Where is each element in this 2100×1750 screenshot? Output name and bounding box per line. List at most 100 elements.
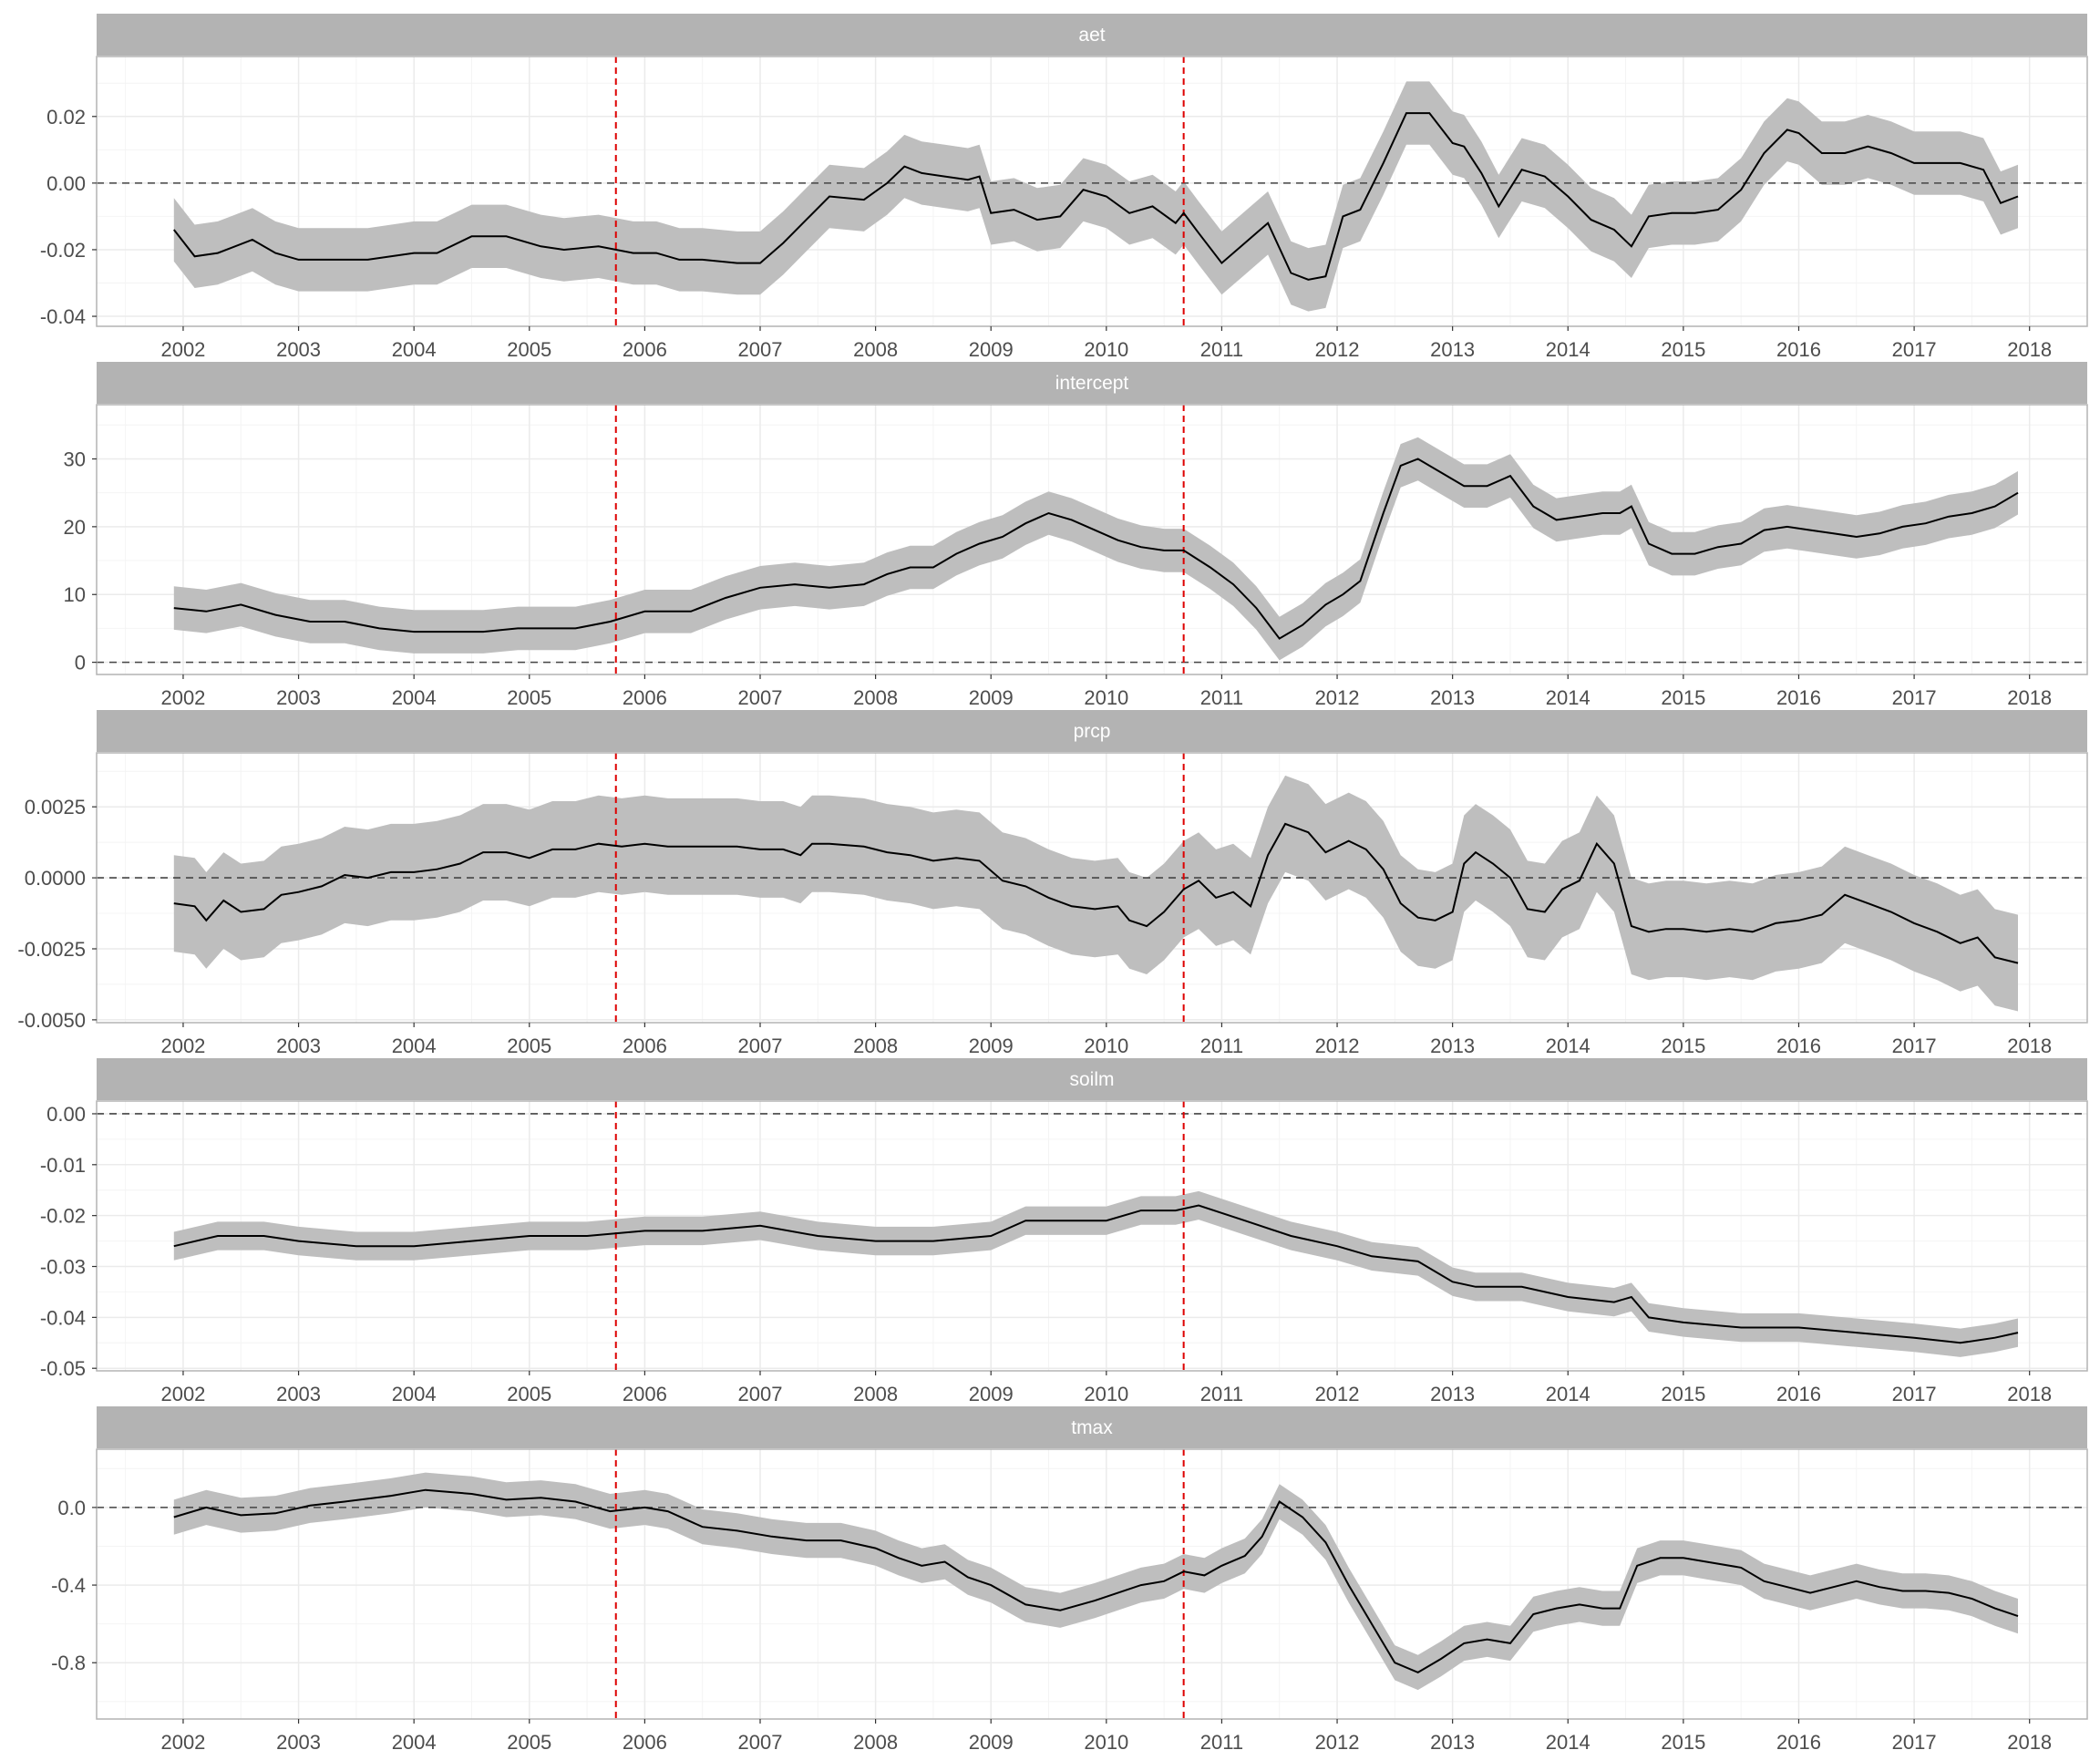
x-tick-label: 2003 <box>276 338 321 361</box>
x-tick-label: 2008 <box>853 1035 898 1057</box>
y-tick-label: -0.0050 <box>17 1009 86 1032</box>
x-tick-label: 2002 <box>160 1383 205 1405</box>
confidence-band <box>173 1190 2018 1357</box>
panel-border <box>96 56 2088 327</box>
x-tick-label: 2008 <box>853 1731 898 1750</box>
y-tick-label: 0.00 <box>46 172 86 195</box>
x-tick-label: 2009 <box>969 1383 1014 1405</box>
estimate-line <box>173 458 2019 640</box>
panel-border <box>96 404 2088 675</box>
facet-panel-aet: aet -0.04 -0.02 0.00 0.02 2002 2003 2004 2005 200… <box>40 14 2088 361</box>
x-tick-label: 2002 <box>160 686 205 709</box>
x-tick-label: 2007 <box>738 1383 783 1405</box>
x-tick-label: 2015 <box>1661 1035 1705 1057</box>
y-tick-label: -0.04 <box>40 305 86 328</box>
facet-panel-soilm: soilm -0.05 -0.04 -0.03 -0.02 -0.01 0.00 2002 20… <box>40 1058 2088 1405</box>
y-tick-label: 0 <box>75 652 86 674</box>
y-tick-label: -0.03 <box>40 1256 86 1279</box>
facet-strip-label: tmax <box>1071 1417 1113 1438</box>
x-tick-label: 2009 <box>969 1731 1014 1750</box>
x-tick-label: 2012 <box>1315 1383 1360 1405</box>
x-tick-label: 2008 <box>853 686 898 709</box>
y-tick-label: -0.02 <box>40 239 86 262</box>
x-tick-label: 2006 <box>623 1731 667 1750</box>
y-tick-label: -0.05 <box>40 1357 86 1380</box>
estimate-line <box>173 112 2019 281</box>
x-tick-label: 2018 <box>2007 338 2052 361</box>
estimate-line <box>173 1488 2019 1674</box>
facet-strip <box>97 1406 2087 1448</box>
facet-strip-label: soilm <box>1069 1069 1114 1090</box>
x-tick-label: 2005 <box>507 1383 551 1405</box>
x-tick-label: 2015 <box>1661 1731 1705 1750</box>
y-tick-label: 0.02 <box>46 106 86 129</box>
y-tick-label: 0.0000 <box>25 867 86 890</box>
x-tick-label: 2011 <box>1200 1731 1243 1750</box>
y-tick-label: -0.8 <box>51 1652 86 1674</box>
y-tick-label: -0.01 <box>40 1154 86 1177</box>
facet-strip <box>97 710 2087 752</box>
y-tick-label: 30 <box>64 448 86 470</box>
y-tick-label: 0.0 <box>57 1497 86 1519</box>
x-tick-label: 2016 <box>1776 1035 1821 1057</box>
x-tick-label: 2014 <box>1546 1383 1590 1405</box>
y-tick-label: -0.04 <box>40 1306 86 1329</box>
x-tick-label: 2012 <box>1315 1731 1360 1750</box>
x-tick-label: 2010 <box>1084 338 1128 361</box>
x-tick-label: 2016 <box>1776 1383 1821 1405</box>
x-tick-label: 2015 <box>1661 1383 1705 1405</box>
x-tick-label: 2010 <box>1084 1731 1128 1750</box>
x-tick-label: 2005 <box>507 1035 551 1057</box>
x-tick-label: 2013 <box>1430 1383 1475 1405</box>
x-tick-label: 2013 <box>1430 686 1475 709</box>
facet-strip <box>97 14 2087 56</box>
x-tick-label: 2017 <box>1892 338 1937 361</box>
x-tick-label: 2017 <box>1892 686 1937 709</box>
x-tick-label: 2002 <box>160 1035 205 1057</box>
panel-border <box>96 1100 2088 1372</box>
x-tick-label: 2003 <box>276 686 321 709</box>
x-tick-label: 2013 <box>1430 1035 1475 1057</box>
facet-panel-intercept: intercept 0 10 20 30 2002 2003 2004 2005 2006 2007… <box>64 362 2088 709</box>
x-tick-label: 2006 <box>623 338 667 361</box>
x-tick-label: 2007 <box>738 686 783 709</box>
x-tick-label: 2002 <box>160 1731 205 1750</box>
x-tick-label: 2012 <box>1315 686 1360 709</box>
x-tick-label: 2016 <box>1776 338 1821 361</box>
x-tick-label: 2009 <box>969 686 1014 709</box>
x-tick-label: 2012 <box>1315 338 1360 361</box>
y-tick-label: 0.0025 <box>25 796 86 818</box>
x-tick-label: 2003 <box>276 1035 321 1057</box>
facet-strip-label: intercept <box>1055 373 1129 394</box>
y-tick-label: -0.4 <box>51 1574 86 1597</box>
x-tick-label: 2010 <box>1084 1383 1128 1405</box>
x-tick-label: 2005 <box>507 338 551 361</box>
x-tick-label: 2005 <box>507 1731 551 1750</box>
x-tick-label: 2018 <box>2007 686 2052 709</box>
x-tick-label: 2013 <box>1430 1731 1475 1750</box>
x-tick-label: 2006 <box>623 1383 667 1405</box>
x-tick-label: 2016 <box>1776 686 1821 709</box>
y-tick-label: 20 <box>64 516 86 539</box>
x-tick-label: 2005 <box>507 686 551 709</box>
x-tick-label: 2004 <box>392 1035 437 1057</box>
x-tick-label: 2002 <box>160 338 205 361</box>
y-tick-label: -0.02 <box>40 1205 86 1228</box>
x-tick-label: 2017 <box>1892 1383 1937 1405</box>
x-tick-label: 2007 <box>738 1731 783 1750</box>
x-tick-label: 2014 <box>1546 686 1590 709</box>
x-tick-label: 2008 <box>853 1383 898 1405</box>
confidence-band <box>173 775 2018 1012</box>
x-tick-label: 2004 <box>392 1731 437 1750</box>
x-tick-label: 2014 <box>1546 1035 1590 1057</box>
x-tick-label: 2006 <box>623 1035 667 1057</box>
x-tick-label: 2012 <box>1315 1035 1360 1057</box>
x-tick-label: 2017 <box>1892 1731 1937 1750</box>
facet-panel-prcp: prcp -0.0050 -0.0025 0.0000 0.0025 2002 2003 20… <box>17 710 2088 1057</box>
x-tick-label: 2013 <box>1430 338 1475 361</box>
x-tick-label: 2015 <box>1661 686 1705 709</box>
x-tick-label: 2004 <box>392 686 437 709</box>
facet-panel-tmax: tmax -0.8 -0.4 0.0 2002 2003 2004 2005 2006 2007 2… <box>51 1406 2088 1750</box>
x-tick-label: 2007 <box>738 338 783 361</box>
